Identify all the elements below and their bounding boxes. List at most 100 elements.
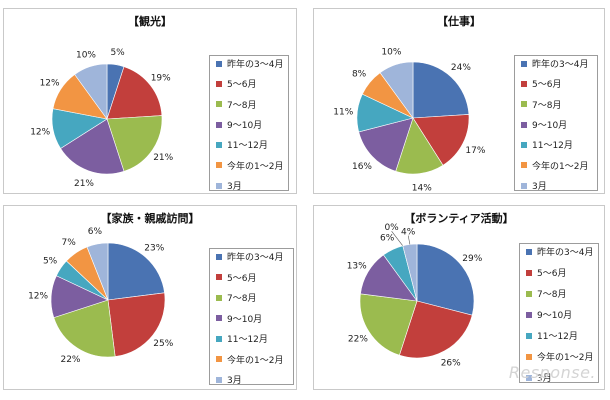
leader-line (407, 235, 411, 245)
slice-label: 22% (348, 335, 368, 345)
legend-label: 3月 (227, 376, 242, 386)
legend-item: 3月 (216, 182, 242, 193)
legend-label: 5～6月 (532, 80, 562, 91)
legend-label: 7～8月 (537, 290, 567, 300)
pie-slice (416, 243, 475, 316)
legend-swatch (216, 253, 222, 260)
legend-label: 3月 (227, 182, 242, 192)
legend-label: 昨年の3～4月 (532, 60, 589, 70)
slice-label: 24% (451, 63, 471, 73)
legend-label: 3月 (537, 374, 552, 384)
pie-chart: 24% 17% 14% 16% 11% 8% 10% (333, 47, 486, 193)
pie-slice (358, 117, 414, 172)
legend-item: 11～12月 (521, 141, 573, 152)
slice-label: 10% (381, 47, 401, 57)
slice-label: 7% (62, 238, 77, 248)
chart-title: 【家族・親戚訪問】 (100, 212, 200, 225)
legend-label: 5～6月 (227, 80, 257, 91)
legend-item: 今年の1～2月 (521, 162, 588, 173)
legend-label: 今年の1～2月 (537, 353, 594, 363)
pie-slice (412, 114, 470, 166)
pie-slice (74, 63, 108, 120)
legend-swatch (521, 162, 527, 169)
watermark-logo: Response. (508, 363, 596, 382)
legend-item: 5～6月 (216, 80, 256, 91)
legend-label: 7～8月 (227, 294, 257, 304)
slice-label: 11% (333, 107, 353, 117)
slice-label: 22% (60, 355, 80, 365)
chart-panel: 【ボランティア活動】 29% 26% 22% 13% 6% 0% 4% 昨年の3～4月 5～6月 7… (313, 205, 605, 390)
leader-line (391, 231, 404, 246)
legend-item: 昨年の3～4月 (216, 60, 283, 71)
legend-item: 今年の1～2月 (216, 162, 283, 173)
legend-label: 昨年の3～4月 (227, 253, 284, 263)
legend-label: 9～10月 (227, 314, 263, 325)
legend-item: 7～8月 (216, 294, 256, 305)
pie-slice (359, 293, 418, 356)
legend-swatch (521, 141, 527, 148)
legend-item: 11～12月 (216, 335, 268, 346)
legend-label: 昨年の3～4月 (537, 248, 594, 258)
legend-label: 11～12月 (227, 141, 268, 152)
chart-legend: 昨年の3～4月 5～6月 7～8月 9～10月 11～12月今年の1～2月 3月 (209, 248, 294, 386)
legend-label: 今年の1～2月 (227, 355, 284, 366)
legend-item: 3月 (521, 182, 547, 193)
legend-item: 7～8月 (216, 101, 256, 112)
legend-swatch (216, 274, 222, 280)
legend-swatch (526, 248, 532, 255)
legend-label: 3月 (532, 182, 547, 192)
pie-slice (60, 118, 125, 175)
legend-item: 11～12月 (216, 141, 268, 152)
legend-label: 5～6月 (537, 269, 567, 279)
legend-swatch (216, 356, 222, 362)
slice-label: 0% (384, 223, 399, 233)
pie-slice (53, 299, 116, 358)
legend-label: 今年の1～2月 (532, 161, 589, 172)
pie-slice (107, 292, 166, 357)
slice-label: 13% (347, 261, 367, 271)
slice-label: 5% (110, 48, 125, 58)
chart-panel: 【仕事】 24% 17% 14% 16% 11% 8% 10% 昨年の3～4月 5～6月 7～8月 9… (313, 8, 605, 194)
legend-swatch (526, 332, 532, 339)
legend-item: 11～12月 (526, 332, 578, 343)
legend-item: 5～6月 (526, 269, 566, 280)
legend-swatch (216, 376, 222, 383)
legend-swatch (521, 80, 527, 87)
pie-chart: 5% 19% 21% 21% 12% 12% 10% (30, 48, 173, 189)
slice-label: 26% (441, 358, 461, 368)
legend-swatch (521, 60, 527, 67)
slice-label: 12% (40, 79, 60, 89)
pie-slice (412, 61, 470, 119)
legend-swatch (526, 311, 532, 318)
legend-item: 9～10月 (216, 121, 262, 132)
legend-label: 7～8月 (227, 100, 257, 111)
legend-swatch (521, 182, 527, 189)
legend-swatch (216, 162, 222, 169)
slice-label: 25% (153, 339, 173, 349)
legend-swatch (526, 353, 532, 360)
slice-label: 14% (412, 183, 432, 193)
slice-label: 12% (28, 292, 48, 302)
chart-legend: 昨年の3～4月 5～6月 7～8月 9～10月 11～12月 今年の1～2月 3月 (514, 55, 598, 193)
legend-swatch (216, 60, 222, 67)
legend-swatch (521, 101, 527, 108)
legend-label: 昨年の3～4月 (227, 60, 284, 70)
legend-swatch (526, 290, 532, 297)
legend-swatch (216, 121, 222, 128)
slice-label: 4% (401, 228, 416, 238)
legend-swatch (526, 374, 532, 381)
chart-legend: 昨年の3～4月 5～6月 7～8月 9～10月 11～12月 今年の1～2月 3月 (519, 243, 599, 384)
chart-legend: 昨年の3～4月 5～6月 7～8月 9～10月 11～12月今年の1～2月 3月 (209, 55, 289, 193)
legend-item: 5～6月 (216, 274, 256, 285)
legend-item: 昨年の3～4月 (216, 253, 283, 264)
pie-slice (86, 242, 109, 301)
slice-label: 16% (352, 162, 372, 172)
chart-panel: 【観光】 5% 19% 21% 21% 12% 12% 10% 昨年の3～4月 5～6月 7～8月 9… (3, 8, 297, 194)
pie-slice (399, 300, 473, 359)
legend-swatch (216, 101, 222, 108)
legend-label: 7～8月 (532, 100, 562, 111)
slice-label: 19% (151, 73, 171, 83)
legend-label: 11～12月 (227, 335, 268, 345)
legend-label: 5～6月 (227, 273, 257, 284)
slice-label: 6% (380, 234, 395, 244)
